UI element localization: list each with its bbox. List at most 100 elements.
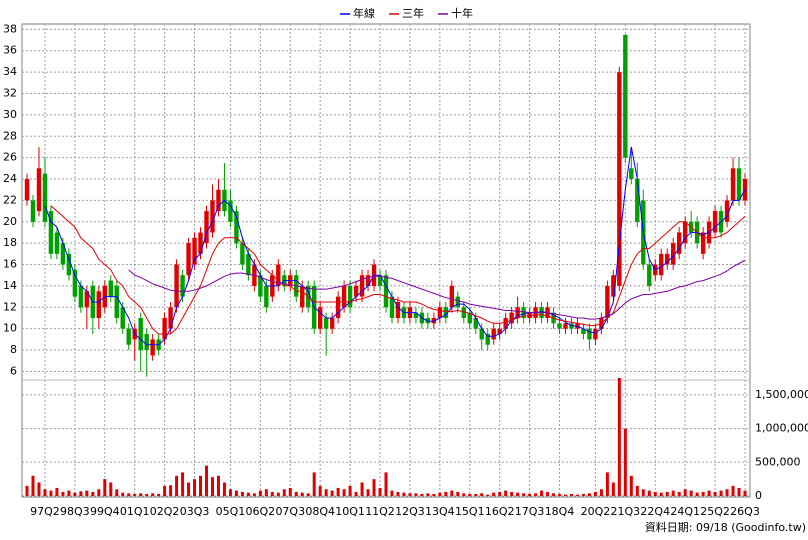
volume-bar xyxy=(653,491,657,496)
candle-body xyxy=(168,307,173,329)
candle-body xyxy=(455,296,460,308)
candle-body xyxy=(174,264,179,308)
candle-body xyxy=(665,253,670,265)
candle-body xyxy=(186,243,191,276)
x-tick-label: 03Q3 xyxy=(180,505,210,518)
volume-bar xyxy=(378,487,382,496)
candle-body xyxy=(126,328,131,345)
volume-bar xyxy=(133,493,137,496)
volume-bar xyxy=(683,489,687,496)
candle-body xyxy=(353,285,359,297)
volume-bar xyxy=(115,489,119,496)
candle-body xyxy=(120,307,125,329)
y-tick-label: 32 xyxy=(3,86,17,99)
y-tick-label: 10 xyxy=(3,322,17,335)
candle-body xyxy=(335,296,341,318)
candle-body xyxy=(234,211,239,244)
volume-bar xyxy=(605,472,609,496)
volume-bar xyxy=(234,490,238,496)
candle-body xyxy=(264,285,269,308)
candle-body xyxy=(383,275,389,308)
y-tick-label: 14 xyxy=(3,279,17,292)
volume-bar xyxy=(175,475,179,496)
volume-bar xyxy=(222,482,226,496)
candle-body xyxy=(347,285,353,308)
candle-body xyxy=(365,275,371,286)
candle-body xyxy=(491,328,496,340)
y-tick-label: 34 xyxy=(3,65,17,78)
volume-bar xyxy=(629,475,633,496)
candle-body xyxy=(569,323,574,329)
volume-bar xyxy=(372,479,376,496)
volume-bar xyxy=(701,491,705,496)
volume-bar xyxy=(456,491,460,496)
candle-body xyxy=(300,285,305,308)
x-tick-label: 17Q3 xyxy=(515,505,545,518)
volume-bar xyxy=(647,490,651,496)
x-tick-label: 02Q2 xyxy=(150,505,180,518)
volume-bar xyxy=(408,493,412,496)
candle-body xyxy=(150,339,155,356)
volume-bar xyxy=(25,485,29,496)
candle-body xyxy=(78,285,84,308)
candle-body xyxy=(240,243,245,265)
volume-bar xyxy=(151,493,155,496)
candle-body xyxy=(527,312,532,318)
candle-body xyxy=(210,200,215,233)
volume-tick-label: 0 xyxy=(755,489,762,502)
x-tick-label: 26Q3 xyxy=(730,505,760,518)
candle-body xyxy=(30,200,36,222)
candle-body xyxy=(581,328,586,335)
candle-body xyxy=(395,301,401,318)
volume-bar xyxy=(396,491,400,496)
candle-body xyxy=(389,296,395,318)
x-tick-label: 01Q1 xyxy=(120,505,150,518)
candle-body xyxy=(276,264,281,286)
volume-bar xyxy=(312,472,316,496)
candle-body xyxy=(611,275,616,297)
volume-bar xyxy=(743,490,747,496)
volume-bar xyxy=(169,485,173,496)
volume-bar xyxy=(587,493,591,496)
footnote: 資料日期: 09/18 (Goodinfo.tw) xyxy=(645,520,806,534)
y-tick-label: 28 xyxy=(3,129,17,142)
volume-bar xyxy=(593,491,597,496)
candle-body xyxy=(515,307,520,318)
x-tick-label: 11Q2 xyxy=(365,505,395,518)
volume-bar xyxy=(504,490,508,496)
candle-body xyxy=(473,317,478,329)
x-tick-label: 07Q3 xyxy=(275,505,305,518)
candle-body xyxy=(317,307,323,329)
candle-body xyxy=(449,285,455,308)
candle-body xyxy=(509,312,514,324)
volume-bar xyxy=(139,493,143,496)
x-tick-label: 05Q1 xyxy=(216,505,246,518)
y-tick-label: 26 xyxy=(3,151,17,164)
volume-bar xyxy=(145,493,149,496)
volume-tick-label: 1,000,000 xyxy=(755,422,808,435)
volume-bar xyxy=(510,491,514,496)
candle-body xyxy=(724,200,730,222)
y-tick-label: 36 xyxy=(3,44,17,57)
volume-bar xyxy=(157,493,161,496)
x-tick-label: 99Q4 xyxy=(90,505,120,518)
candle-body xyxy=(359,275,365,297)
legend-label: 三年 xyxy=(402,6,424,20)
x-tick-label: 97Q2 xyxy=(30,505,60,518)
candle-body xyxy=(246,253,251,276)
x-tick-label: 98Q3 xyxy=(60,505,90,518)
volume-bar xyxy=(43,489,47,496)
volume-bar xyxy=(707,490,711,496)
volume-bar xyxy=(414,493,418,496)
volume-bar xyxy=(671,490,675,496)
volume-bar xyxy=(689,490,693,496)
volume-bar xyxy=(306,493,310,496)
volume-bar xyxy=(569,493,573,496)
candle-body xyxy=(54,232,60,254)
candle-body xyxy=(593,328,598,340)
volume-bar xyxy=(300,492,304,496)
volume-bar xyxy=(402,492,406,496)
volume-bar xyxy=(468,493,472,496)
volume-bar xyxy=(246,492,250,496)
volume-bar xyxy=(528,493,532,496)
